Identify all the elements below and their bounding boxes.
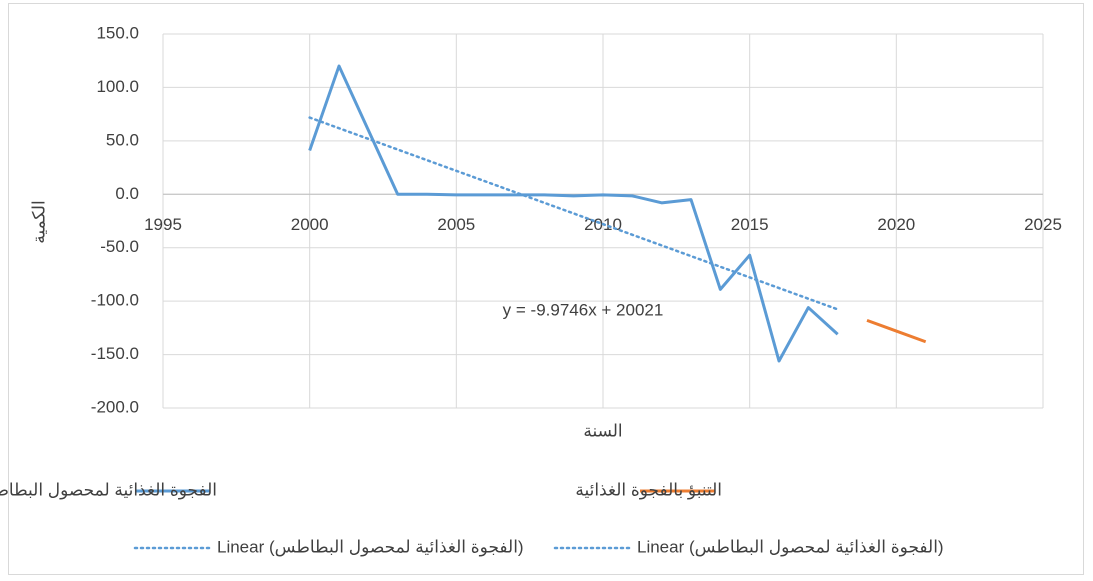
legend-label: Linear (الفجوة الغذائية لمحصول البطاطس): [637, 537, 944, 556]
y-tick-label: 100.0: [96, 77, 139, 96]
x-axis-title: السنة: [583, 421, 622, 440]
trend-equation: y = -9.9746x + 20021: [503, 300, 664, 319]
y-tick-label: -200.0: [91, 397, 139, 416]
x-tick-label: 2005: [437, 215, 475, 234]
x-tick-label: 2020: [877, 215, 915, 234]
y-tick-label: -50.0: [100, 237, 139, 256]
legend-label: التنبؤ بالفجوة الغذائية: [575, 480, 722, 499]
y-tick-label: 50.0: [106, 130, 139, 149]
legend-label: الفجوة الغذائية لمحصول البطاطس: [0, 480, 217, 499]
y-tick-label: 0.0: [115, 184, 139, 203]
x-tick-label: 2015: [731, 215, 769, 234]
series-line: [308, 64, 839, 363]
x-tick-label: 1995: [144, 215, 182, 234]
y-tick-label: 150.0: [96, 23, 139, 42]
y-tick-label: -100.0: [91, 291, 139, 310]
chart-border: [8, 3, 1084, 575]
x-tick-label: 2000: [291, 215, 329, 234]
y-axis-title: الكمية: [29, 200, 48, 243]
series-line: [866, 318, 927, 344]
trend-line: [308, 116, 839, 311]
legend-label: Linear (الفجوة الغذائية لمحصول البطاطس): [217, 537, 524, 556]
y-tick-label: -150.0: [91, 344, 139, 363]
x-tick-label: 2025: [1024, 215, 1062, 234]
